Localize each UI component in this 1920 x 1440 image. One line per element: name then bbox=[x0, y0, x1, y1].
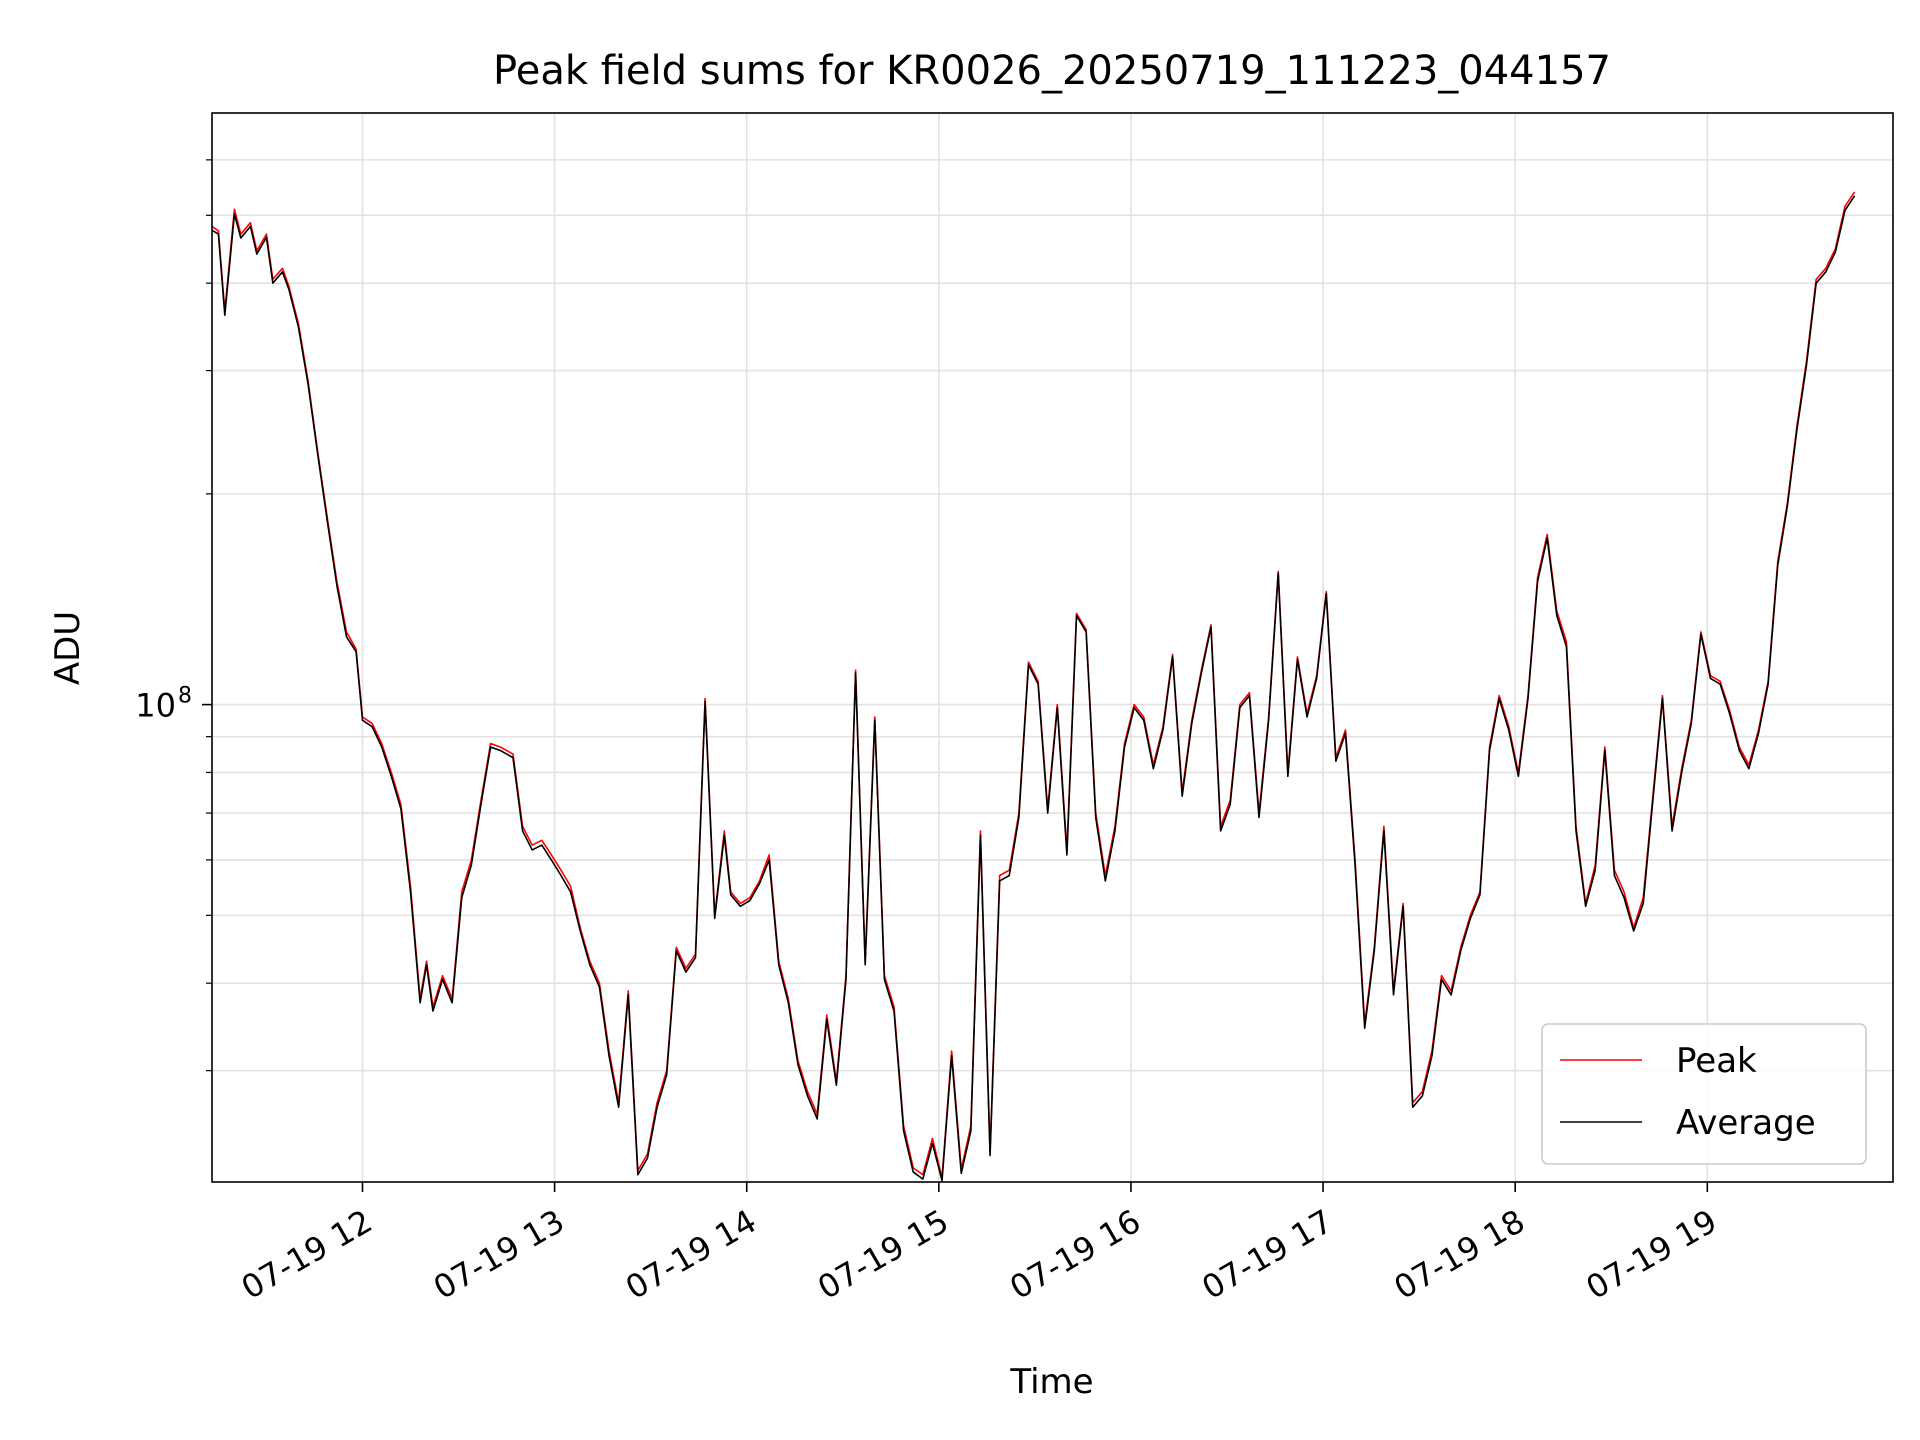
plot-frame bbox=[211, 112, 1894, 1183]
chart-title: Peak field sums for KR0026_20250719_1112… bbox=[493, 48, 1611, 94]
plot-lines bbox=[211, 191, 1856, 1182]
legend-label-average: Average bbox=[1676, 1103, 1816, 1143]
y-tick-label-exponent: 8 bbox=[178, 684, 192, 709]
series-line-average bbox=[211, 195, 1856, 1182]
legend-box bbox=[1541, 1023, 1867, 1165]
legend: Peak Average bbox=[1541, 1023, 1867, 1165]
grid bbox=[212, 113, 1893, 1182]
y-axis-label: ADU bbox=[48, 611, 88, 685]
x-axis-label: Time bbox=[1009, 1362, 1093, 1402]
y-tick-label: 10 bbox=[135, 687, 176, 725]
legend-label-peak: Peak bbox=[1676, 1041, 1757, 1081]
